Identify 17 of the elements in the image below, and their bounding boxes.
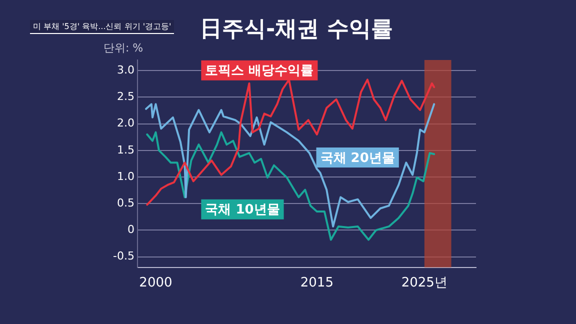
y-axis-title: 단위: % [103, 41, 144, 54]
series-label: 국채 20년물 [320, 150, 395, 166]
x-tick-label: 2015 [300, 276, 334, 291]
series-label: 국채 10년물 [205, 202, 280, 218]
y-tick-label: -0.5 [112, 250, 134, 263]
y-tick-label: 1.0 [116, 170, 134, 183]
y-tick-label: 1.5 [116, 143, 134, 156]
text: 미 부채 '5경' 육박...신뢰 위기 '경고등' [30, 20, 174, 34]
chart-title: 日주식-채권 수익률 [200, 16, 393, 44]
y-tick-label: 0.5 [116, 196, 134, 210]
x-tick-label: 2025년 [401, 276, 448, 291]
y-tick-label: 0 [127, 223, 134, 236]
y-tick-label: 3.0 [116, 63, 134, 76]
x-tick-label: 2000 [139, 276, 172, 291]
series-label: 토픽스 배당수익률 [205, 64, 314, 79]
y-tick-label: 2.5 [116, 90, 134, 104]
y-tick-label: 2.0 [116, 116, 134, 130]
